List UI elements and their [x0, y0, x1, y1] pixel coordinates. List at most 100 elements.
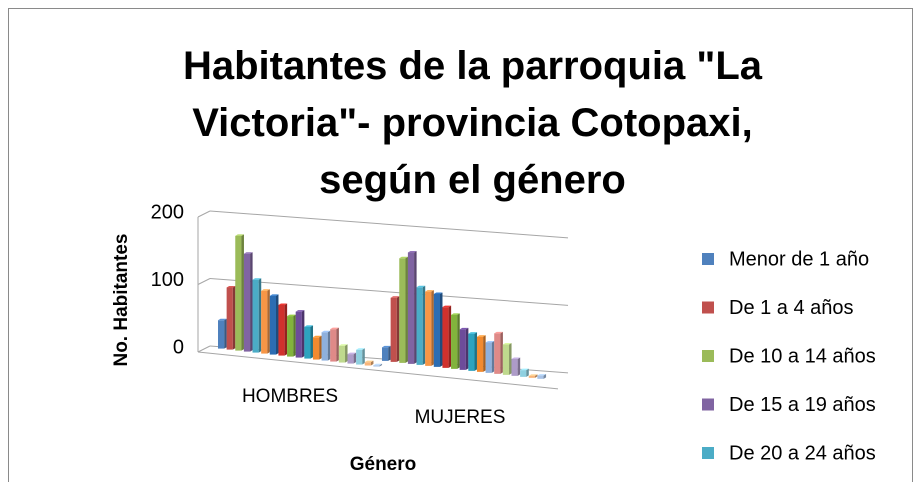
bar	[476, 335, 486, 372]
bar-front	[390, 297, 397, 362]
bar	[468, 332, 478, 371]
grid-line	[209, 210, 569, 239]
bar	[330, 327, 339, 362]
bar-top	[433, 292, 443, 294]
bar-side	[526, 368, 529, 377]
bar-side	[232, 285, 236, 350]
bar	[252, 278, 262, 353]
bar-top	[304, 325, 314, 327]
chart-title: Habitantes de la parroquia "La Victoria"…	[182, 44, 763, 202]
bar-side	[439, 292, 443, 367]
x-tick-label: HOMBRES	[242, 386, 338, 407]
bar-front	[330, 329, 337, 362]
bar-front	[407, 252, 415, 364]
bar	[235, 234, 244, 351]
bar-top	[261, 289, 270, 291]
legend-label: De 10 a 14 años	[729, 345, 876, 367]
bar-front	[502, 344, 510, 375]
bar-side	[224, 318, 227, 349]
bar	[356, 348, 365, 365]
bar-front	[399, 258, 406, 363]
bar-side	[483, 335, 486, 372]
bar	[382, 345, 391, 361]
bar-side	[362, 348, 365, 365]
bar-top	[494, 331, 503, 334]
bar-front	[416, 287, 423, 365]
bar-front	[338, 345, 346, 363]
bar-side	[431, 290, 434, 366]
bar	[261, 289, 270, 354]
bar-side	[405, 256, 408, 363]
bar-side	[353, 352, 357, 364]
bar-front	[321, 332, 328, 361]
bar-side	[275, 294, 279, 355]
bar-front	[243, 253, 251, 352]
legend-label: Menor de 1 año	[729, 248, 869, 270]
bar-side	[379, 363, 383, 367]
bar-front	[442, 307, 449, 368]
bar-side	[293, 314, 296, 357]
bar-front	[425, 291, 432, 366]
bar	[502, 342, 512, 375]
bar-top	[330, 327, 339, 330]
bar-side	[465, 327, 469, 370]
bar-side	[396, 296, 400, 362]
bar-front	[494, 333, 501, 374]
legend-label: De 1 a 4 años	[729, 297, 854, 319]
bar-top	[364, 360, 374, 363]
bar-top	[520, 368, 529, 371]
bar	[407, 251, 417, 364]
y-tick-label: 0	[173, 336, 184, 358]
bar-front	[347, 354, 354, 364]
bar-front	[451, 314, 458, 369]
bar-front	[373, 365, 380, 367]
bar-top	[528, 374, 538, 376]
bar	[399, 256, 408, 363]
bar-front	[269, 295, 276, 355]
bar	[425, 290, 434, 366]
bar	[537, 373, 547, 379]
grid-line	[209, 278, 569, 306]
bar-side	[543, 373, 547, 379]
bar-front	[382, 347, 389, 361]
bar-top	[382, 345, 391, 348]
bar	[321, 330, 331, 361]
bar	[278, 303, 288, 356]
bar-side	[370, 360, 374, 366]
bar-side	[327, 330, 331, 361]
legend-label: De 15 a 19 años	[729, 394, 876, 416]
bar-top	[425, 290, 434, 292]
bar-top	[321, 330, 331, 333]
grid-line-side	[197, 278, 211, 285]
bar-front	[356, 349, 363, 365]
bar-side	[336, 327, 339, 362]
grid-line-side	[197, 210, 211, 218]
bar-top	[442, 305, 452, 308]
floor-line	[197, 351, 559, 390]
bar	[528, 374, 538, 378]
bar	[243, 252, 253, 352]
bar-top	[502, 342, 512, 345]
bar-front	[278, 304, 285, 356]
bar-top	[312, 335, 322, 338]
bar-front	[295, 311, 302, 358]
bar-side	[500, 331, 503, 374]
bar-top	[390, 296, 400, 298]
bar-top	[485, 340, 495, 343]
bar	[390, 296, 400, 362]
bar	[312, 335, 322, 360]
bar-side	[258, 278, 262, 353]
bar	[226, 285, 236, 350]
bar	[451, 313, 460, 369]
bar-front	[252, 279, 259, 353]
bar	[295, 310, 305, 358]
bar-side	[491, 340, 495, 373]
bar-front	[485, 342, 492, 373]
bar-top	[459, 327, 469, 330]
grid-line-side	[197, 345, 211, 353]
bar-top	[226, 285, 236, 288]
bar-front	[218, 320, 225, 349]
bar-side	[301, 310, 305, 358]
bar-front	[528, 375, 535, 378]
